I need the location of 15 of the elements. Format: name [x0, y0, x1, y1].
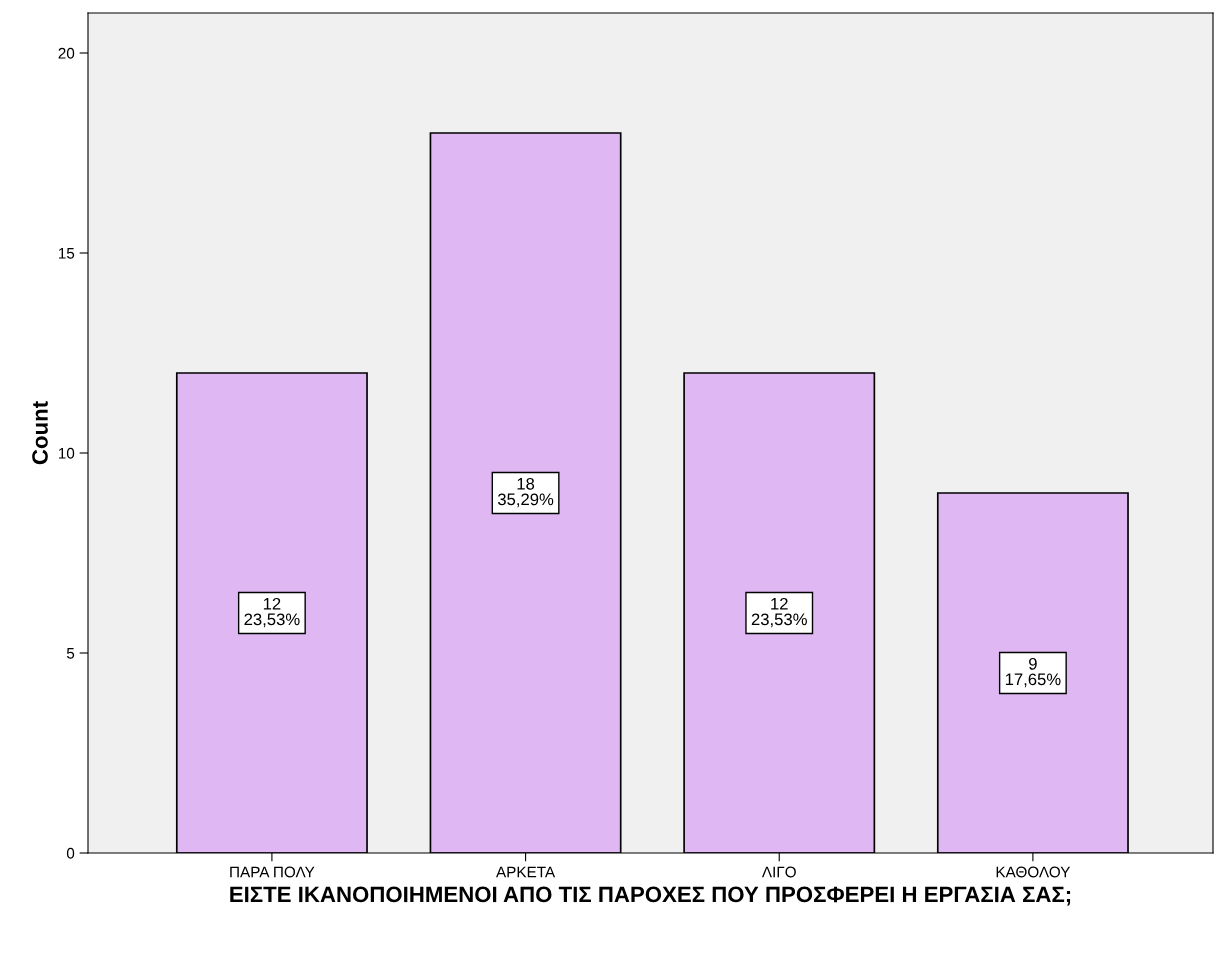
y-tick-label: 0 — [66, 847, 75, 859]
y-tick-label: 5 — [66, 648, 75, 659]
data-label: 12 23,53% — [751, 597, 807, 628]
x-tick-label: ΠΑΡΑ ΠΟΛΥ — [230, 866, 315, 878]
y-axis-title: Count — [32, 401, 48, 465]
x-tick-label: ΛΙΓΟ — [761, 866, 796, 878]
data-label: 18 35,29% — [497, 477, 554, 508]
x-tick-label: ΑΡΚΕΤΑ — [496, 866, 556, 878]
y-tick-label: 10 — [58, 447, 75, 459]
x-axis-title: ΕΙΣΤΕ ΙΚΑΝΟΠΟΙΗΜΕΝΟΙ ΑΠΟ ΤΙΣ ΠΑΡΟΧΕΣ ΠΟΥ ΠΡΟΣΦΕΡΕΙ Η ΕΡΓΑΣΙΑ ΣΑΣ; — [230, 886, 1071, 906]
y-tick-label: 15 — [58, 248, 75, 259]
data-label: 9 17,65% — [1005, 657, 1061, 688]
x-tick-label: ΚΑΘΟΛΟΥ — [996, 866, 1071, 878]
y-tick-label: 20 — [58, 47, 75, 59]
data-label: 12 23,53% — [244, 597, 300, 628]
